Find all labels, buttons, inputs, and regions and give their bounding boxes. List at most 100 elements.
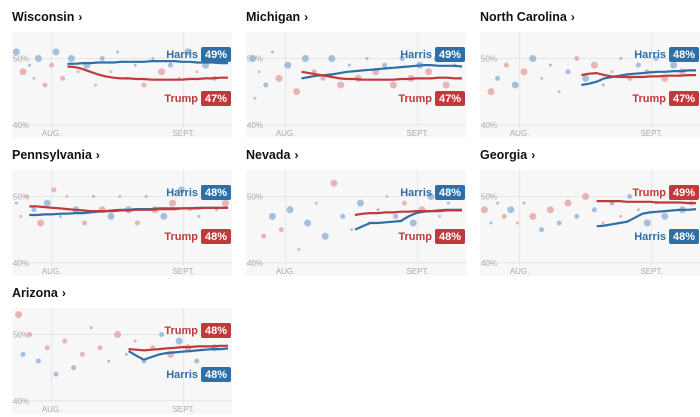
trump-pct-badge <box>669 91 699 106</box>
trump-trend-line <box>67 65 228 81</box>
harris-poll-dot <box>20 351 26 357</box>
harris-poll-dot <box>184 48 192 56</box>
state-title-wisconsin[interactable]: Wisconsin › <box>12 10 82 24</box>
trump-pct-badge <box>201 323 231 338</box>
state-title-michigan[interactable]: Michigan › <box>246 10 308 24</box>
harris-trend-line <box>596 208 697 228</box>
trump-trend-line <box>301 70 462 81</box>
harris-label-group: Harris 48% <box>634 47 699 62</box>
panel-arizona: Arizona › 50% 40% AUG. SEPT. Trump 48% Harris 48% <box>12 286 232 414</box>
chart-wisconsin: 50% 40% AUG. SEPT. Harris 49% Trump 47% <box>12 32 232 138</box>
trump-poll-dot <box>350 228 354 232</box>
trump-label-group: Trump 47% <box>632 91 699 106</box>
harris-poll-dot <box>28 63 32 67</box>
trump-pct-badge <box>435 91 465 106</box>
state-title-pennsylvania[interactable]: Pennsylvania › <box>12 148 100 162</box>
state-title-nevada[interactable]: Nevada › <box>246 148 298 162</box>
trump-pct-value: 49% <box>673 187 695 199</box>
x-tick-label: AUG. <box>42 405 62 414</box>
trump-poll-dot <box>158 68 166 76</box>
harris-poll-dot <box>197 214 201 218</box>
panel-michigan: Michigan›50%40%AUG.SEPT.Harris49%Trump47… <box>246 10 466 138</box>
x-tick-label: AUG. <box>276 267 296 276</box>
harris-poll-dot <box>670 61 678 69</box>
harris-poll-dot <box>619 57 623 60</box>
plot-background <box>246 32 466 138</box>
harris-poll-dot <box>393 213 399 219</box>
harris-poll-dot <box>177 186 185 194</box>
y-tick-label: 40% <box>481 121 497 130</box>
harris-poll-dot <box>340 213 346 219</box>
trump-poll-dot <box>221 199 229 207</box>
harris-poll-dot <box>565 69 571 75</box>
plot-background <box>12 32 232 138</box>
harris-poll-dot <box>522 201 526 205</box>
trump-poll-dot <box>37 219 45 227</box>
panel-nevada: Nevada › 50% 40% AUG. SEPT. Harris 48% Trump 48% <box>246 148 466 276</box>
harris-poll-dot <box>347 63 351 67</box>
trump-name-label: Trump <box>632 93 666 105</box>
trump-poll-dot <box>297 248 301 251</box>
trump-label-group: Trump 48% <box>164 323 231 338</box>
state-title-text: Georgia <box>480 148 528 162</box>
harris-poll-dot <box>99 56 105 61</box>
trump-poll-dot <box>51 187 57 193</box>
harris-name-label: Harris <box>634 49 666 61</box>
chevron-right-icon: › <box>95 148 100 162</box>
trump-poll-dot <box>114 331 122 338</box>
harris-poll-dot <box>496 201 500 205</box>
trump-poll-dot <box>636 208 640 212</box>
trump-poll-dot <box>32 76 36 80</box>
harris-label-group: Harris 48% <box>400 185 465 200</box>
harris-pct-value: 49% <box>205 49 227 61</box>
trump-poll-dot <box>520 68 528 76</box>
harris-poll-dot <box>643 219 651 227</box>
harris-poll-dot <box>409 219 417 227</box>
trump-pct-value: 47% <box>673 93 695 105</box>
state-title-georgia[interactable]: Georgia › <box>480 148 535 162</box>
y-tick-label: 40% <box>13 397 29 406</box>
state-title-north-carolina[interactable]: North Carolina › <box>480 10 575 24</box>
trump-trend-line <box>354 209 462 217</box>
trump-poll-dot <box>501 213 507 219</box>
x-tick-label: SEPT. <box>406 129 428 138</box>
panel-wisconsin: Wisconsin › 50% 40% AUG. SEPT. Harris 49% Trump 4… <box>12 10 232 138</box>
trump-poll-dot <box>401 200 407 206</box>
harris-name-label: Harris <box>166 187 198 199</box>
harris-poll-dot <box>653 56 659 61</box>
trump-poll-dot <box>540 76 544 80</box>
harris-poll-dot <box>382 62 388 68</box>
harris-poll-dot <box>194 358 200 364</box>
trump-pct-value: 48% <box>439 231 461 243</box>
trump-poll-dot <box>79 351 85 357</box>
chart-georgia: 50% 40% AUG. SEPT. Trump 49% Harris 48% <box>480 170 700 276</box>
harris-pct-value: 49% <box>439 49 461 61</box>
harris-pct-badge <box>201 47 231 62</box>
state-title-arizona[interactable]: Arizona › <box>12 286 66 300</box>
harris-poll-dot <box>34 55 42 62</box>
harris-poll-dot <box>31 207 37 213</box>
chevron-right-icon: › <box>570 10 575 24</box>
y-tick-label: 40% <box>247 259 263 268</box>
trump-poll-dot <box>141 82 147 88</box>
harris-poll-dot <box>52 48 60 56</box>
panel-georgia: Georgia › 50% 40% AUG. SEPT. Trump 49% Harris 48% <box>480 148 700 276</box>
harris-poll-dot <box>539 227 545 233</box>
trump-name-label: Trump <box>398 231 432 243</box>
harris-poll-dot <box>270 50 274 54</box>
x-tick-label: SEPT. <box>172 405 194 414</box>
harris-trend-line <box>128 347 229 361</box>
harris-poll-dot <box>159 332 165 337</box>
trump-poll-dot <box>529 212 537 220</box>
trump-pct-badge <box>435 229 465 244</box>
harris-poll-dot <box>35 358 41 364</box>
y-tick-label: 50% <box>13 193 29 202</box>
y-tick-label: 50% <box>481 55 497 64</box>
harris-poll-dot <box>263 82 269 88</box>
harris-poll-dot <box>91 195 95 198</box>
harris-trend-line <box>301 64 463 80</box>
y-tick-label: 40% <box>481 259 497 268</box>
trump-trend-line <box>581 71 696 79</box>
trump-poll-dot <box>557 90 561 94</box>
trump-poll-dot <box>389 81 397 89</box>
